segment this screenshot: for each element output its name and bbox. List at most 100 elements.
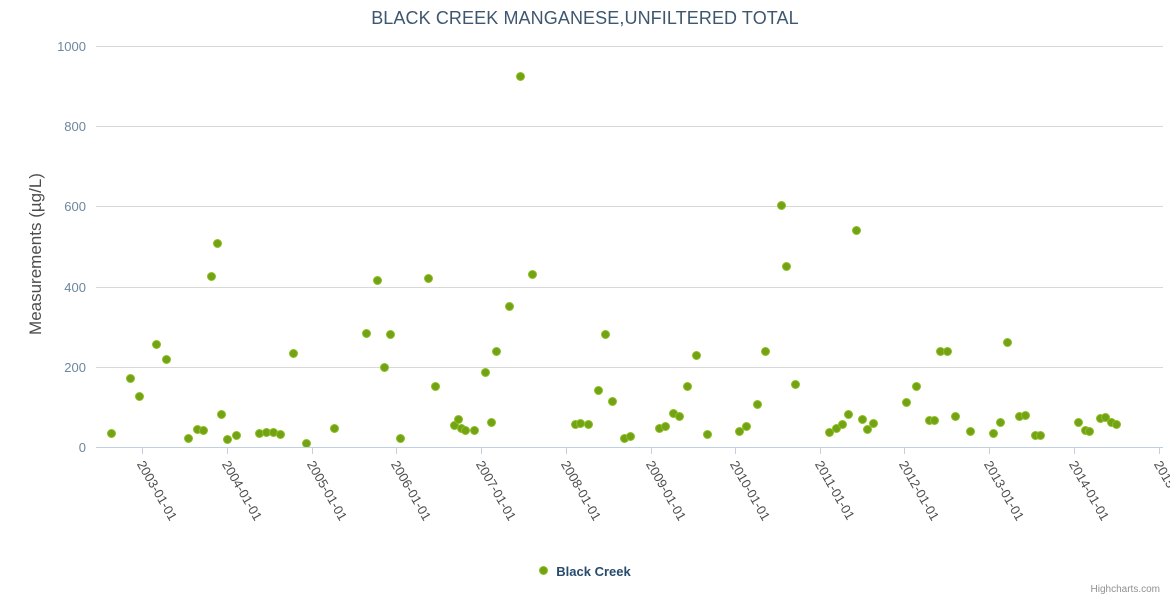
chart-title: BLACK CREEK MANGANESE,UNFILTERED TOTAL	[371, 8, 799, 28]
x-axis-line	[96, 447, 1163, 448]
data-point[interactable]	[379, 363, 389, 373]
data-point[interactable]	[212, 239, 222, 249]
x-tick-label: 2012-01-01	[896, 458, 943, 524]
data-point[interactable]	[470, 426, 480, 436]
data-point[interactable]	[505, 302, 515, 312]
data-point[interactable]	[1002, 338, 1012, 348]
data-point[interactable]	[911, 381, 921, 391]
data-point[interactable]	[1112, 419, 1122, 429]
data-point[interactable]	[217, 409, 227, 419]
gridline-200	[96, 366, 1163, 368]
data-point[interactable]	[330, 424, 340, 434]
data-point[interactable]	[791, 380, 801, 390]
x-tick	[481, 448, 483, 454]
data-point[interactable]	[858, 414, 868, 424]
data-point[interactable]	[396, 434, 406, 444]
data-point[interactable]	[862, 425, 872, 435]
data-point[interactable]	[385, 329, 395, 339]
data-point[interactable]	[838, 420, 848, 430]
x-tick	[226, 448, 228, 454]
data-point[interactable]	[683, 381, 693, 391]
x-tick	[396, 448, 398, 454]
data-point[interactable]	[674, 412, 684, 422]
data-point[interactable]	[703, 430, 713, 440]
data-point[interactable]	[424, 273, 434, 283]
data-point[interactable]	[431, 382, 441, 392]
data-point[interactable]	[965, 427, 975, 437]
data-point[interactable]	[492, 347, 502, 357]
x-tick-label: 2007-01-01	[473, 458, 520, 524]
y-tick-label: 1000	[57, 39, 86, 54]
data-point[interactable]	[152, 340, 162, 350]
y-axis-title: Measurements (µg/L)	[26, 173, 45, 335]
data-point[interactable]	[198, 425, 208, 435]
x-tick	[819, 448, 821, 454]
data-point[interactable]	[527, 269, 537, 279]
data-point[interactable]	[943, 346, 953, 356]
x-tick	[989, 448, 991, 454]
data-point[interactable]	[951, 412, 961, 422]
data-point[interactable]	[1100, 413, 1110, 423]
data-point[interactable]	[752, 399, 762, 409]
data-point[interactable]	[135, 391, 145, 401]
data-point[interactable]	[516, 71, 526, 81]
data-point[interactable]	[593, 385, 603, 395]
data-point[interactable]	[600, 329, 610, 339]
data-point[interactable]	[844, 409, 854, 419]
data-point[interactable]	[584, 420, 594, 430]
x-tick-label: 2011-01-01	[811, 458, 858, 523]
x-tick-label: 2004-01-01	[218, 458, 266, 524]
data-point[interactable]	[824, 428, 834, 438]
x-tick-label: 2003-01-01	[134, 458, 181, 524]
legend-marker-icon	[539, 566, 549, 576]
data-point[interactable]	[902, 398, 912, 408]
data-point[interactable]	[453, 415, 463, 425]
data-point[interactable]	[223, 435, 233, 445]
data-point[interactable]	[660, 421, 670, 431]
data-point[interactable]	[989, 428, 999, 438]
legend-item-black-creek[interactable]: Black Creek	[539, 563, 631, 580]
data-point[interactable]	[206, 272, 216, 282]
data-point[interactable]	[362, 329, 372, 339]
gridline-600	[96, 206, 1163, 208]
data-point[interactable]	[1020, 410, 1030, 420]
data-point[interactable]	[781, 261, 791, 271]
data-point[interactable]	[276, 430, 286, 440]
data-point[interactable]	[735, 426, 745, 436]
data-point[interactable]	[996, 417, 1006, 427]
x-tick	[735, 448, 737, 454]
data-point[interactable]	[460, 425, 470, 435]
x-tick	[565, 448, 567, 454]
data-point[interactable]	[607, 397, 617, 407]
data-point[interactable]	[930, 415, 940, 425]
data-point[interactable]	[289, 349, 299, 359]
data-point[interactable]	[481, 367, 491, 377]
plot-area	[96, 46, 1163, 449]
data-point[interactable]	[852, 225, 862, 235]
data-point[interactable]	[1085, 427, 1095, 437]
legend-label: Black Creek	[556, 564, 631, 580]
data-point[interactable]	[1073, 418, 1083, 428]
data-point[interactable]	[161, 355, 171, 365]
data-point[interactable]	[184, 434, 194, 444]
x-tick-label: 2006-01-01	[388, 458, 435, 524]
data-point[interactable]	[106, 429, 116, 439]
x-tick-label: 2015	[1150, 458, 1170, 491]
x-tick-label: 2009-01-01	[642, 458, 689, 524]
data-point[interactable]	[692, 350, 702, 360]
data-point[interactable]	[125, 373, 135, 383]
data-point[interactable]	[1036, 430, 1046, 440]
data-point[interactable]	[231, 431, 241, 441]
data-point[interactable]	[868, 418, 878, 428]
x-tick-label: 2010-01-01	[727, 458, 774, 524]
x-tick	[1158, 448, 1160, 454]
x-tick	[1073, 448, 1075, 454]
data-point[interactable]	[777, 201, 787, 211]
data-point[interactable]	[625, 432, 635, 442]
data-point[interactable]	[742, 421, 752, 431]
data-point[interactable]	[760, 347, 770, 357]
data-point[interactable]	[487, 418, 497, 428]
data-point[interactable]	[372, 275, 382, 285]
gridline-400	[96, 286, 1163, 288]
